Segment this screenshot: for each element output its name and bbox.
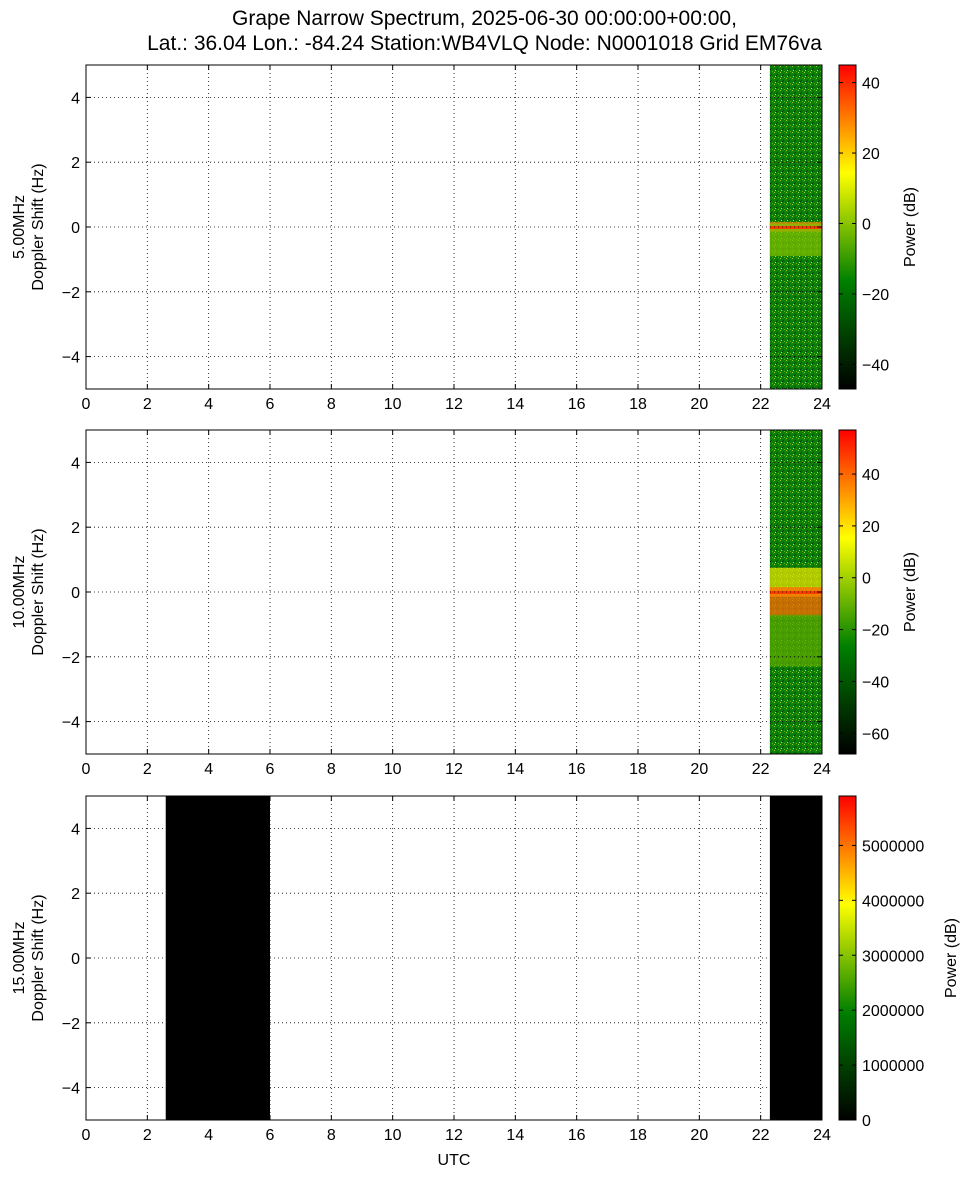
figure-title: Grape Narrow Spectrum, 2025-06-30 00:00:… [0, 6, 969, 56]
y-tick-label: 0 [71, 220, 80, 237]
x-tick-label: 10 [384, 761, 402, 778]
colorbar-label: Power (dB) [902, 187, 919, 267]
colorbar-tick-label: 20 [862, 146, 880, 163]
y-tick-label: 2 [71, 886, 80, 903]
x-tick-label: 14 [506, 396, 524, 413]
x-tick-label: 12 [445, 396, 463, 413]
x-tick-label: 16 [568, 761, 586, 778]
x-tick-label: 4 [204, 396, 213, 413]
colorbar-tick-label: 0 [862, 216, 871, 233]
colorbar-tick-label: 1000000 [862, 1058, 924, 1075]
grid [86, 430, 822, 754]
heatmap-band-1-2 [769, 223, 822, 257]
carrier-line [769, 591, 822, 594]
colorbar-tick-label: 40 [862, 467, 880, 484]
y-tick-label: −2 [62, 1016, 80, 1033]
grid [86, 796, 822, 1120]
x-tick-label: 12 [445, 761, 463, 778]
x-axis-label: UTC [438, 1152, 471, 1169]
y-tick-label: 4 [71, 821, 80, 838]
colorbar [838, 429, 857, 755]
colorbar-tick-label: −40 [862, 357, 889, 374]
y-tick-label: −4 [62, 350, 80, 367]
colorbar [838, 64, 857, 390]
y-axis-label-line-2: Doppler Shift (Hz) [30, 528, 47, 655]
heatmap-span-1 [165, 796, 270, 1120]
x-tick-label: 0 [82, 396, 91, 413]
x-tick-label: 8 [327, 396, 336, 413]
x-tick-label: 16 [568, 1127, 586, 1144]
colorbar-tick-label: −60 [862, 726, 889, 743]
title-line-2: Lat.: 36.04 Lon.: -84.24 Station:WB4VLQ … [147, 32, 822, 55]
x-tick-label: 22 [752, 761, 770, 778]
colorbar [838, 795, 857, 1121]
x-tick-label: 18 [629, 761, 647, 778]
x-tick-label: 4 [204, 761, 213, 778]
y-axis-label-line-1: 5.00MHz [11, 195, 28, 259]
y-axis-label-line-1: 10.00MHz [11, 556, 28, 629]
y-tick-label: 4 [71, 90, 80, 107]
y-axis-label-line-1: 15.00MHz [11, 922, 28, 995]
x-tick-label: 24 [813, 761, 831, 778]
heatmap-band-1-3 [769, 614, 822, 667]
x-tick-label: 22 [752, 1127, 770, 1144]
y-tick-label: 0 [71, 951, 80, 968]
x-tick-label: 14 [506, 761, 524, 778]
y-axis-label-line-2: Doppler Shift (Hz) [30, 894, 47, 1021]
colorbar-tick-label: 5000000 [862, 838, 924, 855]
y-tick-label: 0 [71, 585, 80, 602]
x-tick-label: 2 [143, 761, 152, 778]
x-tick-label: 24 [813, 396, 831, 413]
x-tick-label: 6 [266, 1127, 275, 1144]
x-tick-label: 22 [752, 396, 770, 413]
title-line-1: Grape Narrow Spectrum, 2025-06-30 00:00:… [232, 7, 737, 30]
x-tick-label: 12 [445, 1127, 463, 1144]
x-tick-label: 0 [82, 761, 91, 778]
x-tick-label: 4 [204, 1127, 213, 1144]
x-tick-label: 8 [327, 1127, 336, 1144]
y-tick-label: −2 [62, 285, 80, 302]
colorbar-tick-label: −20 [862, 287, 889, 304]
colorbar-label: Power (dB) [902, 552, 919, 632]
colorbar-tick-label: 40 [862, 76, 880, 93]
x-tick-label: 6 [266, 396, 275, 413]
colorbar-tick-label: −20 [862, 623, 889, 640]
x-tick-label: 18 [629, 396, 647, 413]
x-tick-label: 20 [690, 396, 708, 413]
x-tick-label: 20 [690, 1127, 708, 1144]
colorbar-tick-label: 20 [862, 519, 880, 536]
x-tick-label: 6 [266, 761, 275, 778]
y-tick-label: 4 [71, 455, 80, 472]
y-tick-label: 2 [71, 155, 80, 172]
carrier-line [769, 226, 822, 229]
colorbar-tick-label: −40 [862, 674, 889, 691]
y-tick-label: −2 [62, 650, 80, 667]
grid [86, 65, 822, 389]
y-tick-label: −4 [62, 1081, 80, 1098]
colorbar-tick-label: 3000000 [862, 948, 924, 965]
colorbar-label: Power (dB) [943, 918, 960, 998]
x-tick-label: 0 [82, 1127, 91, 1144]
x-tick-label: 8 [327, 761, 336, 778]
x-tick-label: 10 [384, 1127, 402, 1144]
x-tick-label: 10 [384, 396, 402, 413]
x-tick-label: 2 [143, 1127, 152, 1144]
x-tick-label: 18 [629, 1127, 647, 1144]
y-tick-label: 2 [71, 520, 80, 537]
colorbar-tick-label: 4000000 [862, 893, 924, 910]
x-tick-label: 2 [143, 396, 152, 413]
colorbar-tick-label: 2000000 [862, 1003, 924, 1020]
colorbar-tick-label: 0 [862, 1113, 871, 1130]
y-axis-label-line-2: Doppler Shift (Hz) [30, 163, 47, 290]
x-tick-label: 14 [506, 1127, 524, 1144]
x-tick-label: 24 [813, 1127, 831, 1144]
y-tick-label: −4 [62, 715, 80, 732]
x-tick-label: 20 [690, 761, 708, 778]
colorbar-tick-label: 0 [862, 571, 871, 588]
x-tick-label: 16 [568, 396, 586, 413]
